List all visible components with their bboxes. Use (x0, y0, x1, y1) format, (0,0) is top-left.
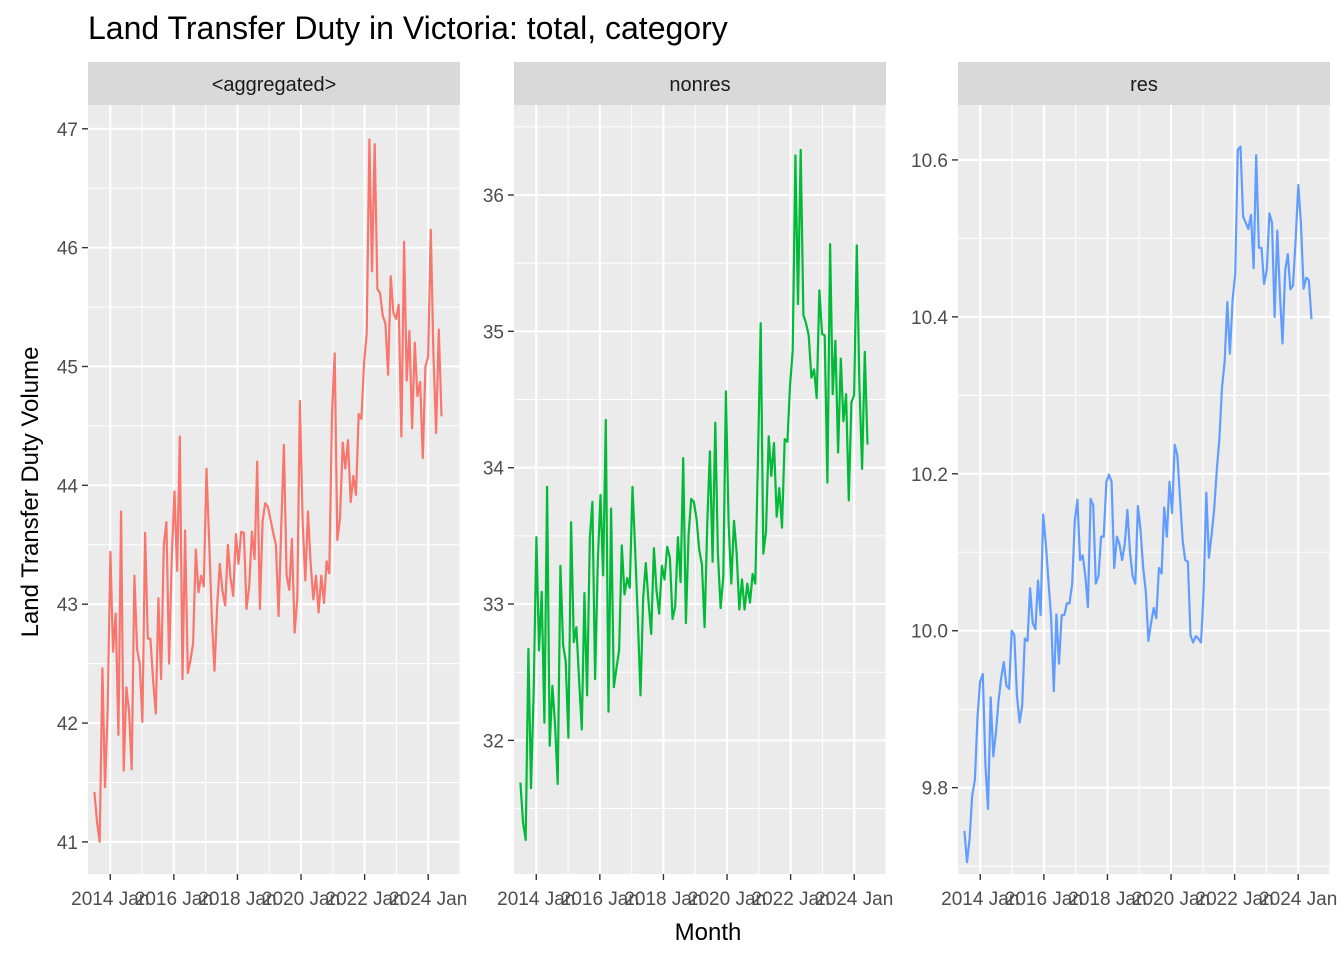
x-tick-label: 2016 Jan (1005, 889, 1083, 910)
facet-strip-label: <aggregated> (212, 74, 337, 96)
x-tick-label: 2022 Jan (1196, 889, 1274, 910)
y-tick-label: 43 (57, 595, 78, 616)
x-tick-label: 2018 Jan (198, 889, 276, 910)
y-tick-label: 32 (483, 731, 504, 752)
facet-strip-label: nonres (669, 74, 730, 96)
y-tick-label: 47 (57, 120, 78, 141)
x-tick-label: 2016 Jan (561, 889, 639, 910)
facet-strip (88, 62, 460, 105)
series-line-1 (519, 148, 869, 842)
panel-background (958, 105, 1330, 874)
y-axis-title: Land Transfer Duty Volume (17, 347, 44, 638)
facet-strip-label: res (1130, 74, 1158, 96)
y-tick-label: 44 (57, 476, 79, 497)
x-tick-label: 2020 Jan (262, 889, 340, 910)
x-tick-label: 2022 Jan (752, 889, 830, 910)
x-tick-label: 2024 Jan (389, 889, 467, 910)
x-axis-title: Month (675, 919, 742, 946)
y-tick-label: 35 (483, 322, 504, 343)
x-tick-label: 2014 Jan (941, 889, 1019, 910)
y-tick-label: 33 (483, 595, 504, 616)
y-tick-label: 10.0 (911, 622, 948, 643)
series-line-2 (963, 145, 1313, 864)
y-tick-label: 10.6 (911, 151, 948, 172)
series-line-0 (93, 138, 443, 844)
y-tick-label: 10.4 (911, 308, 948, 329)
x-tick-label: 2014 Jan (71, 889, 149, 910)
y-tick-label: 36 (483, 186, 504, 207)
x-tick-label: 2020 Jan (1132, 889, 1210, 910)
y-tick-label: 10.2 (911, 465, 948, 486)
panel-background (88, 105, 460, 874)
x-tick-label: 2014 Jan (497, 889, 575, 910)
x-tick-label: 2016 Jan (135, 889, 213, 910)
y-tick-label: 34 (483, 459, 505, 480)
x-tick-label: 2024 Jan (815, 889, 893, 910)
y-tick-label: 46 (57, 239, 78, 260)
facet-strip (514, 62, 886, 105)
x-tick-label: 2022 Jan (326, 889, 404, 910)
x-tick-label: 2020 Jan (688, 889, 766, 910)
y-tick-label: 41 (57, 833, 78, 854)
x-tick-label: 2024 Jan (1259, 889, 1337, 910)
x-tick-label: 2018 Jan (624, 889, 702, 910)
x-tick-label: 2018 Jan (1068, 889, 1146, 910)
facet-strip (958, 62, 1330, 105)
panel-background (514, 105, 886, 874)
y-tick-label: 42 (57, 714, 78, 735)
y-tick-label: 45 (57, 357, 78, 378)
y-tick-label: 9.8 (922, 779, 948, 800)
chart-title: Land Transfer Duty in Victoria: total, c… (88, 10, 728, 46)
